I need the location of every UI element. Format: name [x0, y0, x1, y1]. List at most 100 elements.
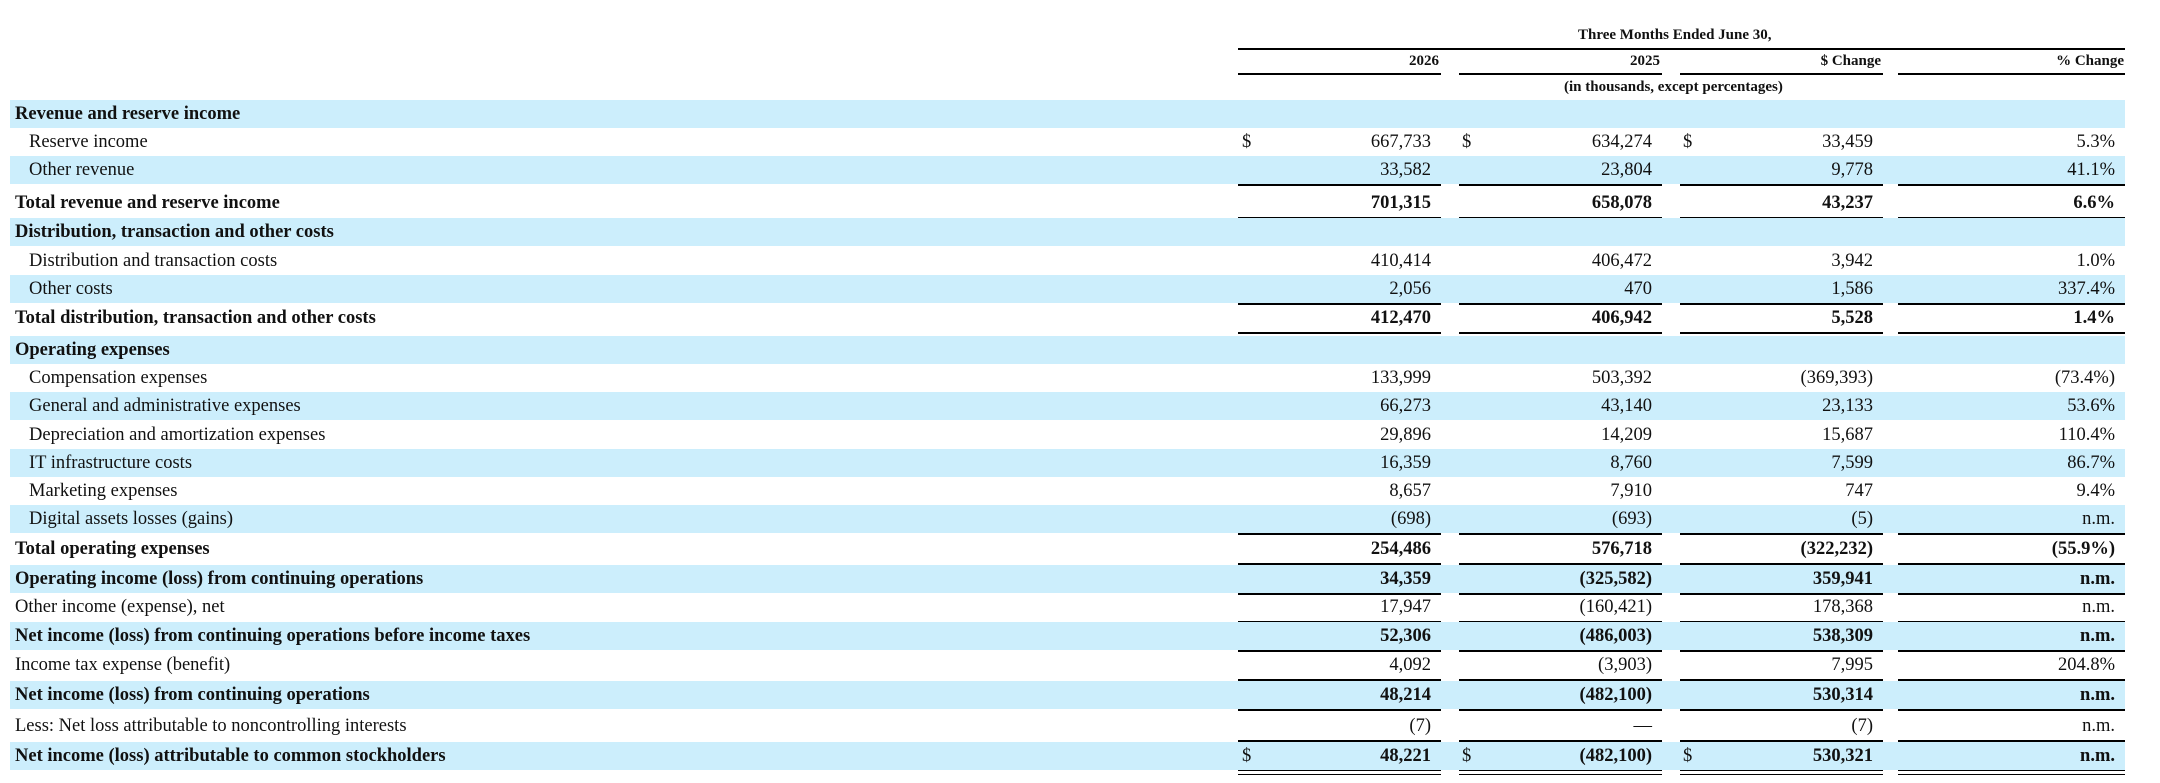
value-2026: 33,582	[1380, 160, 1431, 180]
row-label: IT infrastructure costs	[29, 453, 193, 473]
value-percent-change: n.m.	[2080, 569, 2115, 589]
row-label: Revenue and reserve income	[15, 104, 241, 124]
table-row: Other costs 2,056 470 1,586 337.4%	[10, 275, 2125, 303]
column-header-percent-change: % Change	[2056, 53, 2124, 69]
value-2025: (160,421)	[1579, 597, 1652, 617]
column-rule-dollar-change	[1680, 73, 1883, 75]
value-percent-change: 1.0%	[2076, 251, 2115, 271]
value-2025: (693)	[1611, 509, 1652, 529]
row-label: Reserve income	[29, 132, 148, 152]
table-row: Compensation expenses 133,999 503,392 (369,…	[10, 364, 2125, 392]
value-2025: 634,274	[1591, 132, 1652, 152]
value-dollar-change: (5)	[1851, 509, 1873, 529]
value-percent-change: 41.1%	[2067, 160, 2115, 180]
underline	[1459, 332, 1662, 334]
value-dollar-change: 23,133	[1822, 396, 1873, 416]
underline	[1238, 303, 1441, 305]
underline	[1680, 332, 1883, 334]
underline	[1238, 332, 1441, 334]
column-header-dollar-change: $ Change	[1820, 53, 1881, 69]
underline	[1459, 533, 1662, 535]
row-label: Depreciation and amortization expenses	[29, 425, 326, 445]
table-row: Income tax expense (benefit) 4,092 (3,903)…	[10, 651, 2125, 679]
currency-symbol: $	[1683, 746, 1693, 766]
underline	[1238, 650, 1441, 652]
underline	[1238, 533, 1441, 535]
underline	[1459, 593, 1662, 595]
table-row: Distribution and transaction costs 410,41…	[10, 247, 2125, 275]
value-2026: 2,056	[1389, 279, 1431, 299]
underline	[1680, 593, 1883, 595]
table-row: Total revenue and reserve income 701,315 6…	[10, 189, 2125, 217]
value-dollar-change: (7)	[1851, 716, 1873, 736]
table-row: Net income (loss) from continuing operat…	[10, 681, 2125, 709]
column-header-2025: 2025	[1630, 53, 1660, 69]
row-label: Compensation expenses	[29, 368, 208, 388]
row-label: Total distribution, transaction and othe…	[15, 308, 376, 328]
value-2026: 29,896	[1380, 425, 1431, 445]
row-label: Total operating expenses	[15, 539, 210, 559]
value-2025: 406,942	[1591, 308, 1652, 328]
value-dollar-change: 7,995	[1831, 655, 1873, 675]
value-2025: 576,718	[1591, 539, 1652, 559]
row-label: Distribution and transaction costs	[29, 251, 278, 271]
column-rule-2026	[1238, 73, 1441, 75]
value-2026: 701,315	[1370, 193, 1431, 213]
value-2026: 48,214	[1380, 685, 1431, 705]
period-header-rule	[1238, 48, 2125, 50]
value-2026: 34,359	[1380, 569, 1431, 589]
table-row: Total operating expenses 254,486 576,718 (3…	[10, 535, 2125, 563]
row-label: General and administrative expenses	[29, 396, 301, 416]
value-dollar-change: 747	[1845, 481, 1873, 501]
value-dollar-change: 7,599	[1831, 453, 1873, 473]
underline	[1459, 740, 1662, 742]
value-dollar-change: 5,528	[1831, 308, 1873, 328]
underline	[1238, 679, 1441, 681]
currency-symbol: $	[1462, 132, 1472, 152]
value-2025: 470	[1624, 279, 1652, 299]
row-label: Marketing expenses	[29, 481, 178, 501]
underline	[1680, 533, 1883, 535]
underline	[1680, 303, 1883, 305]
value-2026: 66,273	[1380, 396, 1431, 416]
value-dollar-change: 178,368	[1812, 597, 1873, 617]
value-percent-change: 204.8%	[2057, 655, 2115, 675]
value-2025: 23,804	[1601, 160, 1652, 180]
underline	[1680, 217, 1883, 219]
underline	[1898, 563, 2125, 565]
value-percent-change: 5.3%	[2076, 132, 2115, 152]
value-dollar-change: 530,314	[1812, 685, 1873, 705]
row-label: Distribution, transaction and other cost…	[15, 222, 334, 242]
row-label: Operating expenses	[15, 340, 170, 360]
value-percent-change: 1.4%	[2073, 308, 2115, 328]
underline	[1459, 217, 1662, 219]
currency-symbol: $	[1242, 746, 1252, 766]
value-2026: 48,221	[1380, 746, 1431, 766]
underline	[1459, 303, 1662, 305]
underline	[1459, 709, 1662, 711]
underline	[1459, 679, 1662, 681]
value-2026: 8,657	[1389, 481, 1431, 501]
value-2025: (325,582)	[1579, 569, 1652, 589]
underline	[1680, 650, 1883, 652]
table-row: IT infrastructure costs 16,359 8,760 7,599 8…	[10, 449, 2125, 477]
underline	[1898, 679, 2125, 681]
underline	[1680, 709, 1883, 711]
value-2026: (698)	[1390, 509, 1431, 529]
value-percent-change: 9.4%	[2076, 481, 2115, 501]
underline	[1459, 563, 1662, 565]
underline	[1898, 533, 2125, 535]
row-label: Net income (loss) from continuing operat…	[15, 626, 531, 646]
value-percent-change: 110.4%	[2058, 425, 2115, 445]
column-header-2026: 2026	[1409, 53, 1439, 69]
value-2026: 410,414	[1370, 251, 1431, 271]
row-label: Income tax expense (benefit)	[15, 655, 231, 675]
table-row: Depreciation and amortization expenses 29…	[10, 421, 2125, 449]
currency-symbol: $	[1242, 132, 1252, 152]
underline	[1898, 593, 2125, 595]
value-percent-change: 6.6%	[2073, 193, 2115, 213]
table-row: Reserve income 667,733 634,274 33,459 5.3% $ $…	[10, 128, 2125, 156]
value-percent-change: n.m.	[2082, 716, 2115, 736]
value-2025: (3,903)	[1598, 655, 1652, 675]
